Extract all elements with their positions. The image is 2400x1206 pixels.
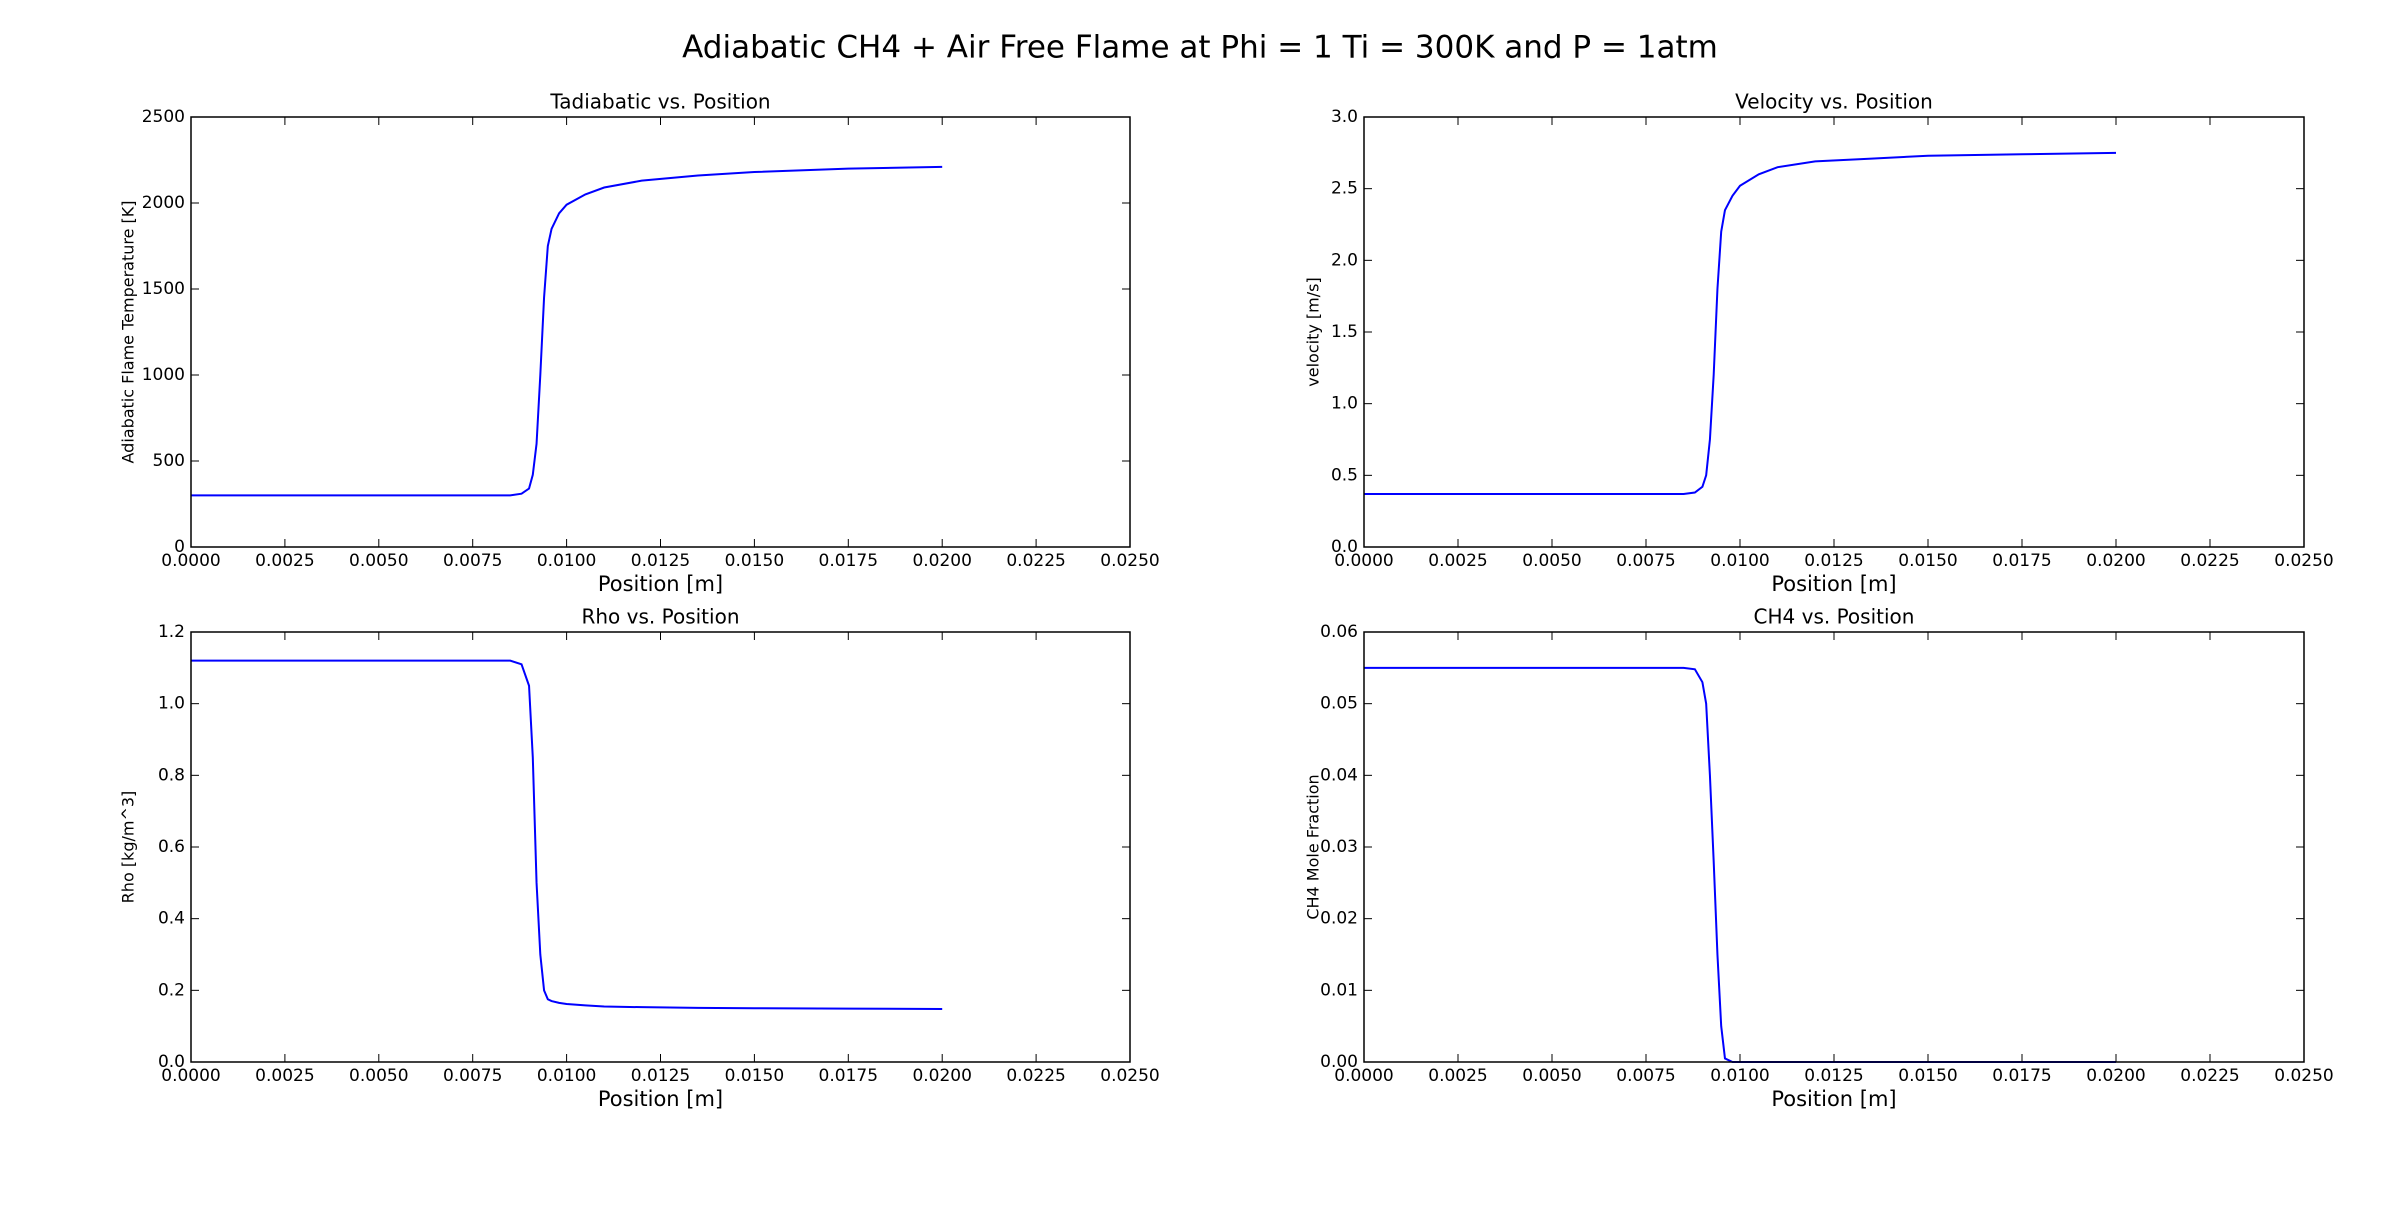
y-axis-label: Rho [kg/m^3] [119, 791, 138, 904]
x-axis-label: Position [m] [1771, 572, 1896, 596]
x-tick-label: 0.0075 [1616, 551, 1675, 571]
x-tick-label: 0.0125 [1804, 551, 1863, 571]
x-tick-label: 0.0025 [1428, 551, 1487, 571]
data-line [191, 165, 943, 497]
y-tick-label: 0.04 [1320, 765, 1358, 785]
x-tick-label: 0.0200 [2086, 551, 2145, 571]
x-tick-label: 0.0175 [819, 551, 878, 571]
x-tick-label: 0.0125 [1804, 1066, 1863, 1086]
x-tick-label: 0.0000 [161, 1066, 220, 1086]
y-tick-label: 0.6 [158, 837, 185, 857]
y-tick-label: 0.5 [1331, 465, 1358, 485]
y-tick-label: 1500 [142, 279, 185, 299]
y-axis-label: CH4 Mole Fraction [1304, 774, 1323, 919]
x-tick-label: 0.0225 [2180, 551, 2239, 571]
y-axis-label: Adiabatic Flame Temperature [K] [119, 200, 138, 463]
axes-frame [190, 116, 1131, 548]
x-tick-label: 0.0150 [1898, 551, 1957, 571]
y-tick-label: 500 [153, 451, 185, 471]
x-tick-label: 0.0075 [1616, 1066, 1675, 1086]
data-line [1364, 151, 2117, 495]
y-tick-label: 0.01 [1320, 980, 1358, 1000]
x-tick-label: 0.0100 [537, 551, 596, 571]
x-tick-label: 0.0100 [537, 1066, 596, 1086]
data-line [1364, 666, 2116, 1063]
y-tick-label: 1.0 [158, 694, 185, 714]
x-tick-label: 0.0100 [1710, 1066, 1769, 1086]
data-line [191, 659, 943, 1010]
y-tick-label: 0.0 [158, 1052, 185, 1072]
y-axis-label: velocity [m/s] [1304, 277, 1323, 386]
figure-title: Adiabatic CH4 + Air Free Flame at Phi = … [682, 30, 1718, 66]
axes-frame [1363, 116, 2305, 548]
x-tick-label: 0.0125 [631, 1066, 690, 1086]
x-tick-label: 0.0075 [443, 551, 502, 571]
x-tick-label: 0.0175 [1992, 551, 2051, 571]
y-tick-label: 2000 [142, 193, 185, 213]
x-tick-label: 0.0200 [912, 1066, 971, 1086]
y-tick-label: 0.05 [1320, 694, 1358, 714]
y-tick-label: 0.03 [1320, 837, 1358, 857]
x-tick-label: 0.0050 [1522, 551, 1581, 571]
x-tick-label: 0.0200 [2086, 1066, 2145, 1086]
y-tick-label: 0.0 [1331, 537, 1358, 557]
x-tick-label: 0.0050 [1522, 1066, 1581, 1086]
x-tick-label: 0.0125 [631, 551, 690, 571]
y-tick-label: 2500 [142, 107, 185, 127]
x-tick-label: 0.0150 [1898, 1066, 1957, 1086]
subplot-title: Velocity vs. Position [1735, 90, 1933, 114]
x-tick-label: 0.0175 [1992, 1066, 2051, 1086]
y-tick-label: 1000 [142, 365, 185, 385]
x-tick-label: 0.0250 [1100, 1066, 1159, 1086]
y-tick-label: 0.06 [1320, 622, 1358, 642]
x-tick-label: 0.0025 [255, 551, 314, 571]
x-tick-label: 0.0250 [2274, 551, 2333, 571]
y-tick-label: 0.00 [1320, 1052, 1358, 1072]
y-tick-label: 1.0 [1331, 394, 1358, 414]
x-tick-label: 0.0000 [1334, 1066, 1393, 1086]
y-tick-label: 1.2 [158, 622, 185, 642]
subplot-title: CH4 vs. Position [1754, 605, 1915, 629]
x-tick-label: 0.0250 [2274, 1066, 2333, 1086]
x-tick-label: 0.0000 [1334, 551, 1393, 571]
y-tick-label: 0.02 [1320, 909, 1358, 929]
x-axis-label: Position [m] [598, 572, 723, 596]
axes-frame [190, 631, 1131, 1063]
subplot-title: Tadiabatic vs. Position [549, 90, 770, 114]
y-tick-label: 3.0 [1331, 107, 1358, 127]
y-tick-label: 0.2 [158, 980, 185, 1000]
x-tick-label: 0.0100 [1710, 551, 1769, 571]
x-tick-label: 0.0050 [349, 1066, 408, 1086]
x-tick-label: 0.0025 [1428, 1066, 1487, 1086]
x-axis-label: Position [m] [598, 1087, 723, 1111]
y-tick-label: 0.4 [158, 909, 185, 929]
x-tick-label: 0.0200 [912, 551, 971, 571]
x-tick-label: 0.0075 [443, 1066, 502, 1086]
y-tick-label: 2.5 [1331, 179, 1358, 199]
axes-frame [1363, 631, 2305, 1063]
x-axis-label: Position [m] [1771, 1087, 1896, 1111]
x-tick-label: 0.0150 [725, 551, 784, 571]
x-tick-label: 0.0225 [1006, 551, 1065, 571]
y-tick-label: 2.0 [1331, 250, 1358, 270]
subplot-title: Rho vs. Position [581, 605, 739, 629]
y-tick-label: 0.8 [158, 765, 185, 785]
y-tick-label: 0 [174, 537, 185, 557]
x-tick-label: 0.0225 [1006, 1066, 1065, 1086]
x-tick-label: 0.0025 [255, 1066, 314, 1086]
x-tick-label: 0.0000 [161, 551, 220, 571]
x-tick-label: 0.0175 [819, 1066, 878, 1086]
x-tick-label: 0.0225 [2180, 1066, 2239, 1086]
x-tick-label: 0.0050 [349, 551, 408, 571]
x-tick-label: 0.0150 [725, 1066, 784, 1086]
y-tick-label: 1.5 [1331, 322, 1358, 342]
x-tick-label: 0.0250 [1100, 551, 1159, 571]
